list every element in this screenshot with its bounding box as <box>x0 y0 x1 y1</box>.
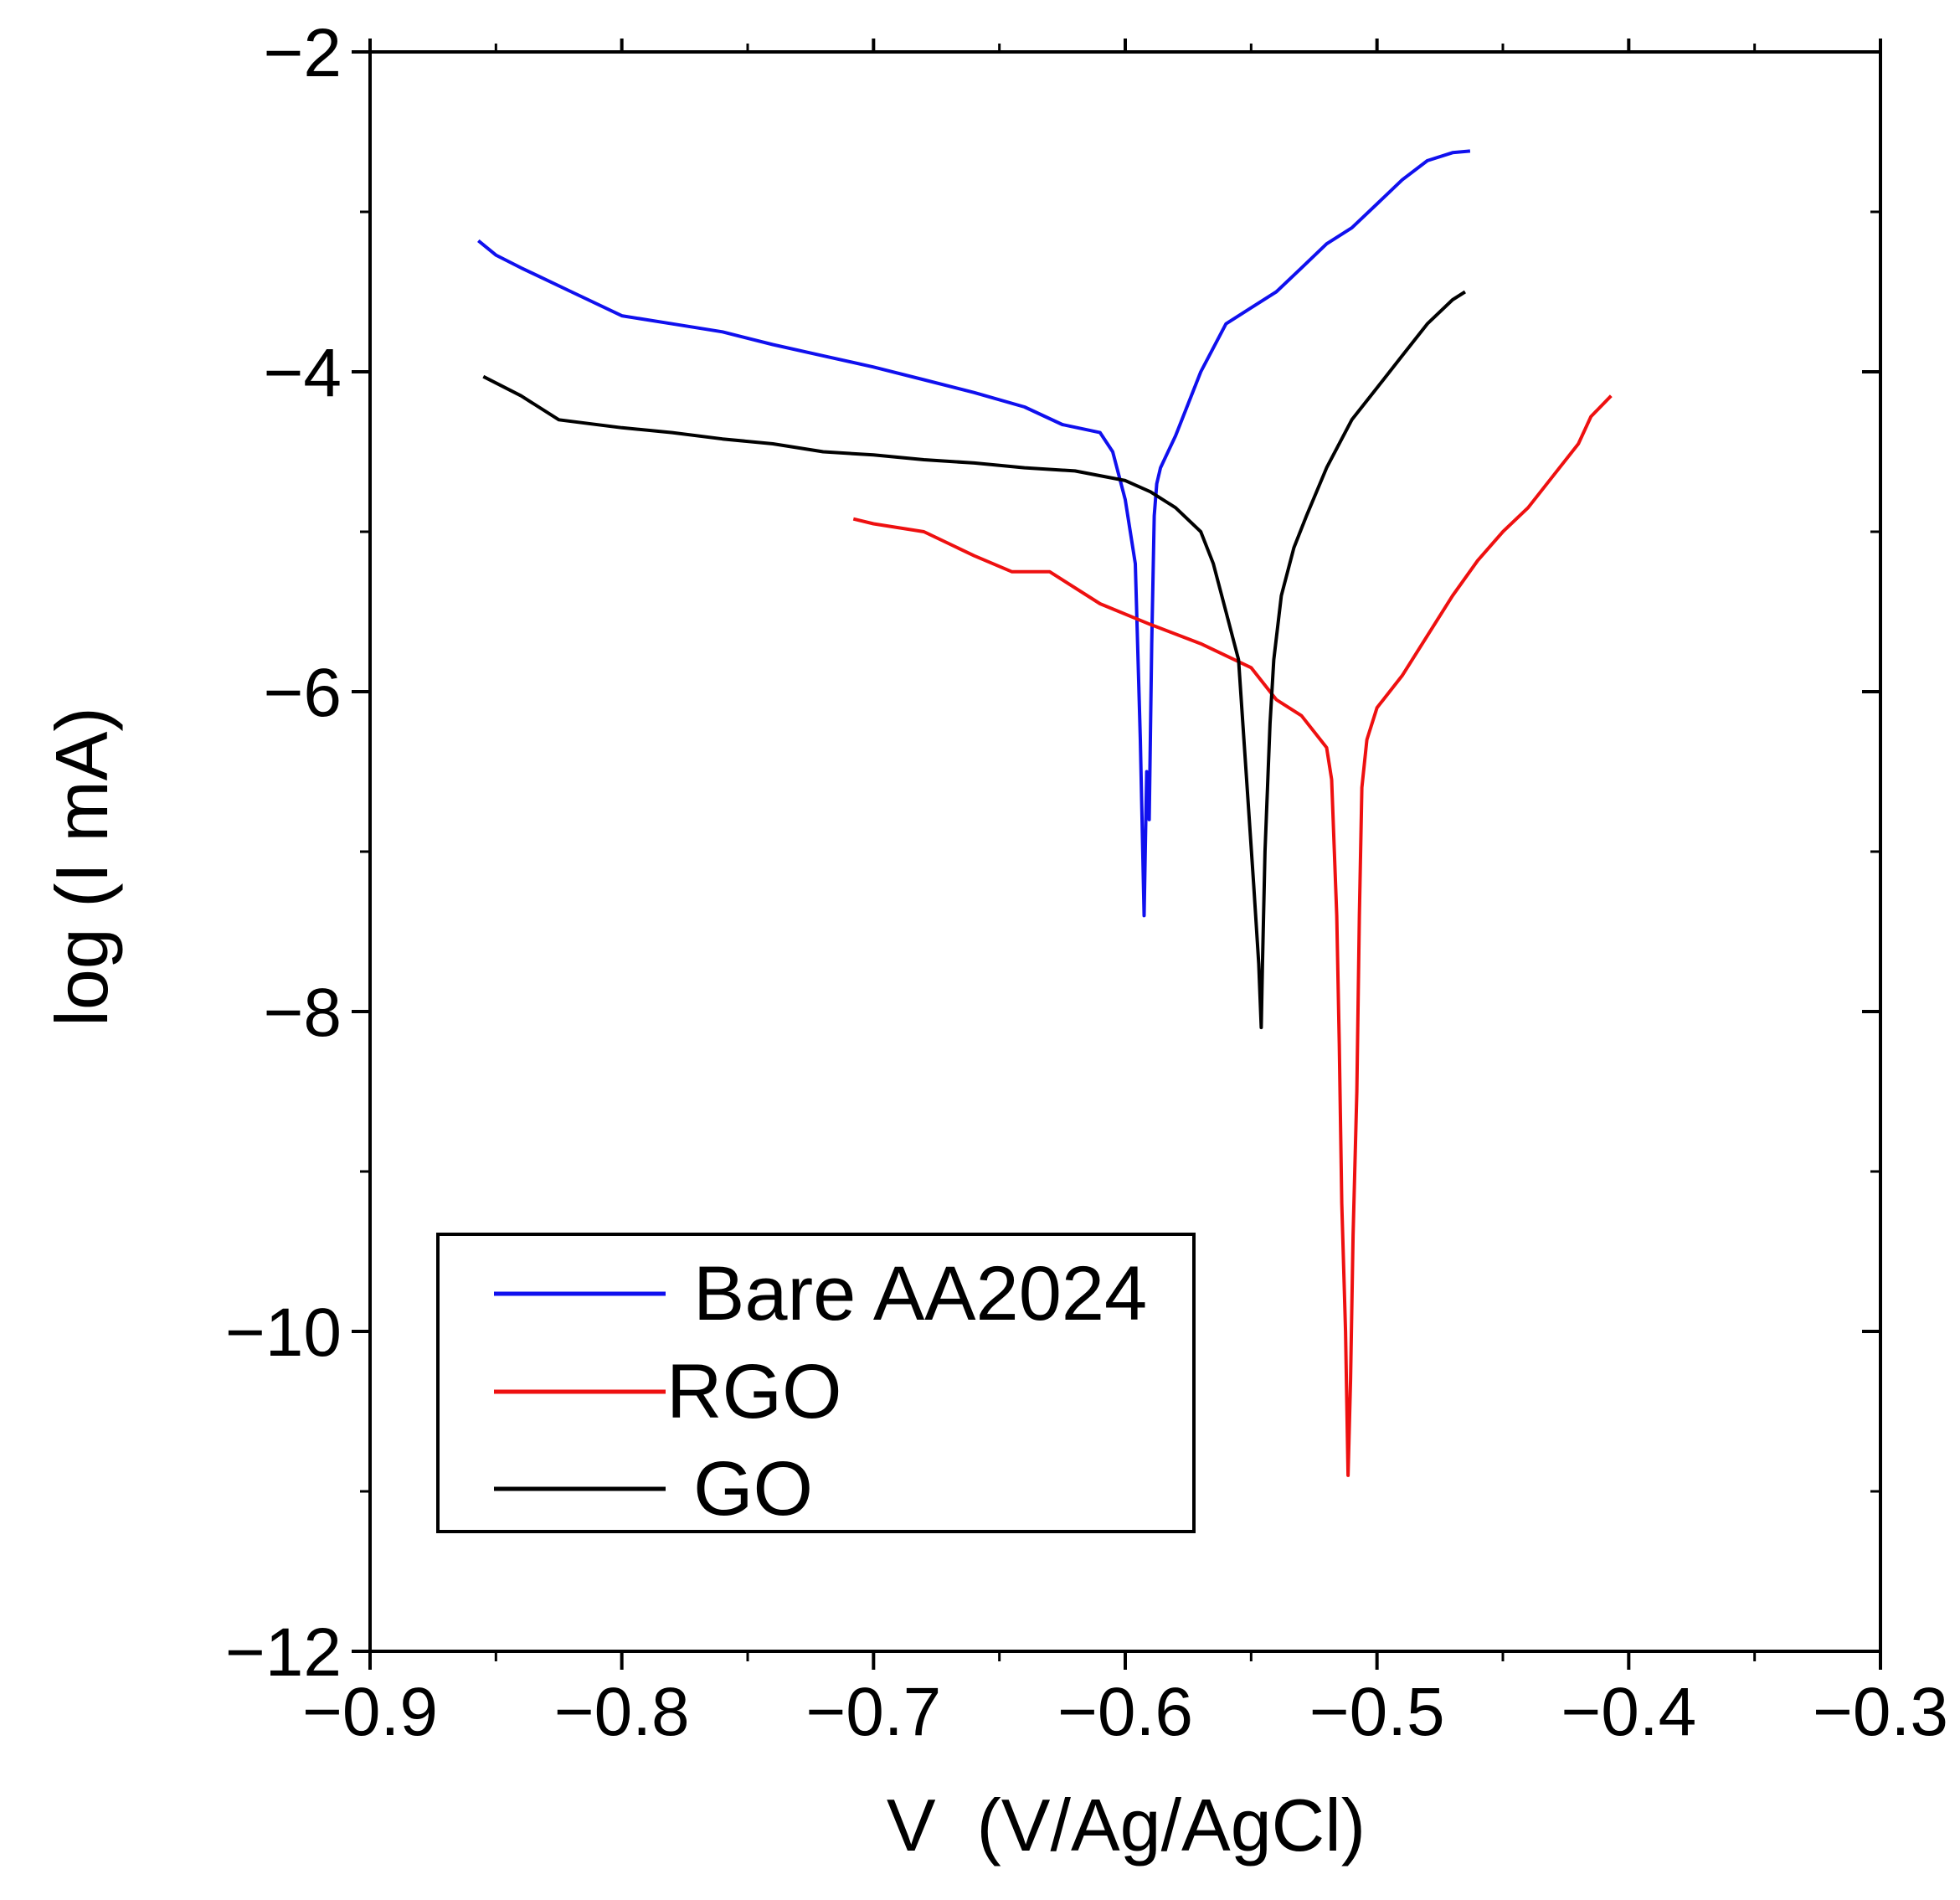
x-tick-label: −0.5 <box>1309 1674 1445 1750</box>
x-tick-label: −0.3 <box>1813 1674 1948 1750</box>
series-layer <box>477 149 1613 1477</box>
legend-box <box>436 1233 1196 1533</box>
y-tick-label: −2 <box>264 15 342 91</box>
y-tick-label: −8 <box>264 975 342 1051</box>
x-tick-label: −0.4 <box>1561 1674 1696 1750</box>
series-line-go <box>482 290 1466 1030</box>
legend: Bare AA2024 RGO GO <box>436 1233 1196 1533</box>
x-tick-label: −0.6 <box>1057 1674 1193 1750</box>
legend-label: Bare AA2024 <box>693 1251 1147 1336</box>
series-line-bare-aa2024 <box>477 149 1471 918</box>
x-tick-label: −0.7 <box>805 1674 941 1750</box>
x-axis-ticks: −0.9 −0.8 −0.7 −0.6 −0.5 −0.4 −0.3 <box>302 39 1948 1750</box>
y-axis-ticks: −2 −4 −6 −8 −10 −12 <box>225 15 1880 1691</box>
y-tick-label: −10 <box>225 1295 342 1371</box>
y-tick-label: −4 <box>264 335 342 411</box>
x-axis-title: V (V/Ag/AgCl) <box>887 1784 1366 1867</box>
x-tick-label: −0.8 <box>554 1674 690 1750</box>
y-axis-title: log (I mA) <box>40 707 123 1026</box>
y-tick-label: −6 <box>264 655 342 731</box>
series-line-rgo <box>852 394 1613 1477</box>
x-tick-label: −0.9 <box>302 1674 438 1750</box>
y-tick-label: −12 <box>225 1614 342 1691</box>
legend-items: Bare AA2024 RGO GO <box>494 1251 1147 1532</box>
legend-label: GO <box>693 1446 813 1532</box>
legend-label: RGO <box>666 1349 842 1434</box>
